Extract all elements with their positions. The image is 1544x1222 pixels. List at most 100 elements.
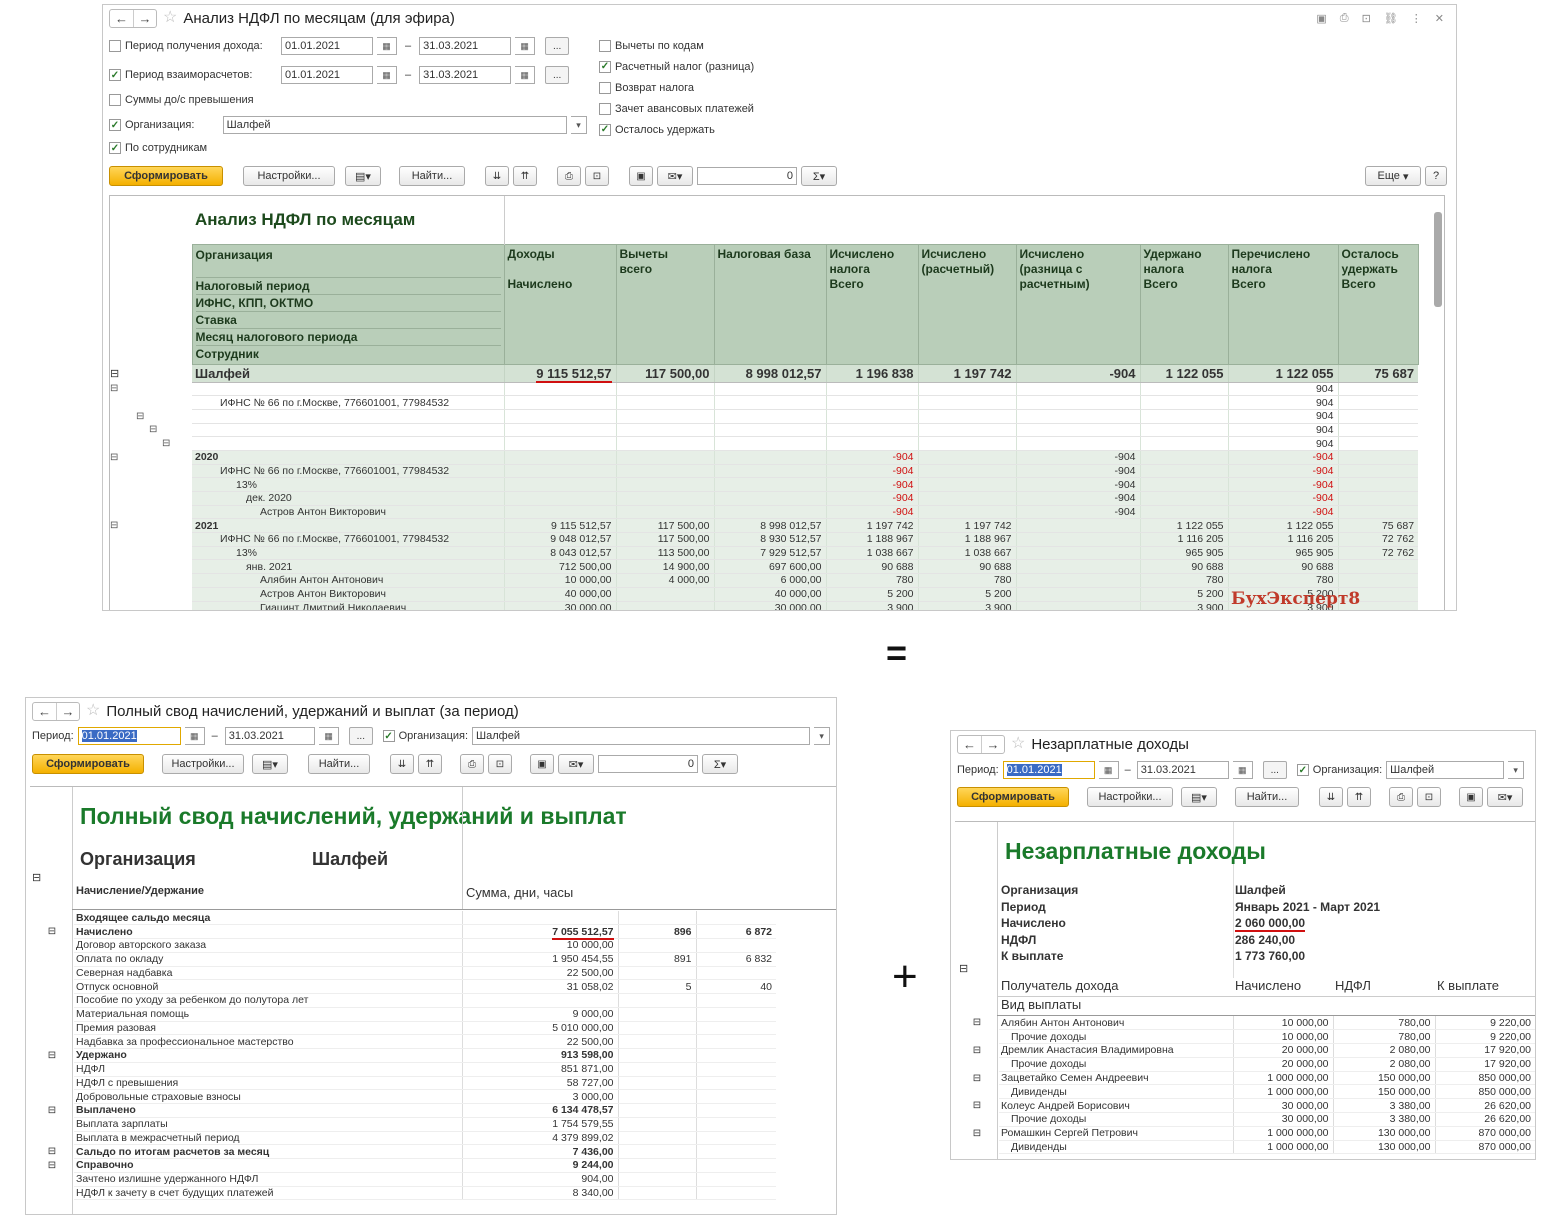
tree-icon[interactable] [110,464,192,478]
collapse-icon[interactable]: ⊟ [110,364,192,382]
report-row[interactable]: ⊟ 904 [110,382,1419,397]
income-period-checkbox[interactable] [109,40,121,52]
report-row[interactable]: Алябин Антон Антонович 10 000,00 4 000,00 6… [110,573,1419,588]
email-icon[interactable]: ✉▾ [1487,787,1523,807]
organization-checkbox[interactable]: ✓ [382,730,395,742]
tree-icon[interactable] [110,573,192,588]
table-row[interactable]: Премия разовая 5 010 000,00 [30,1021,776,1036]
tree-icon[interactable] [955,1113,999,1127]
more-icon[interactable]: ⋮ [1410,12,1422,25]
sum-icon[interactable]: Σ▾ [801,166,837,186]
email-icon[interactable]: ✉▾ [558,754,594,774]
calendar-icon[interactable]: ▦ [515,37,536,55]
table-row[interactable]: ⊟ Алябин Антон Антонович 10 000,00 780,00 9 … [955,1016,1535,1031]
tree-icon[interactable]: ⊟ [110,518,192,533]
print-icon[interactable]: ⎙ [557,166,581,186]
scrollbar[interactable] [1434,212,1442,307]
settlement-period-to[interactable]: 31.03.2021 [419,66,512,84]
find-button[interactable]: Найти... [1235,787,1299,807]
report-row[interactable]: янв. 2021 712 500,00 14 900,00 697 600,00 90… [110,559,1419,575]
tree-icon[interactable] [955,1085,999,1099]
report-row[interactable]: Астров Антон Викторович 40 000,00 40 000,0… [110,587,1419,602]
sum-icon[interactable]: Σ▾ [702,754,738,774]
back-icon[interactable]: ← [38,703,51,719]
calendar-icon[interactable]: ▦ [515,66,536,84]
period-select-button[interactable]: ... [545,66,570,84]
report-row[interactable]: Гиацинт Дмитрий Николаевич 30 000,00 30 00… [110,601,1419,610]
generate-button[interactable]: Сформировать [32,754,144,774]
tree-icon[interactable] [110,587,192,601]
report-row[interactable]: дек. 2020 -904 -904 -904 [110,491,1419,506]
table-row[interactable]: Надбавка за профессиональное мастерство 2… [30,1034,776,1049]
preview-icon[interactable]: ⊡ [1417,787,1441,807]
table-row[interactable]: Северная надбавка 22 500,00 [30,966,776,981]
report-row[interactable]: ИФНС № 66 по г.Москве, 776601001, 779845… [110,395,1419,410]
tree-icon[interactable]: ⊟ [110,423,192,437]
expand-all-icon[interactable]: ⇊ [1319,787,1343,807]
table-row[interactable]: НДФЛ с превышения 58 727,00 [30,1076,776,1091]
table-row[interactable]: ⊟ Колеус Андрей Борисович 30 000,00 3 380,0… [955,1098,1535,1114]
tree-icon[interactable]: ⊟ [110,382,192,396]
tree-icon[interactable] [110,505,192,519]
table-row[interactable]: Зачтено излишне удержанного НДФЛ 904,00 [30,1172,776,1187]
back-icon[interactable]: ← [115,10,128,26]
calendar-icon[interactable]: ▦ [319,727,339,745]
tree-icon[interactable]: ⊟ [47,1049,57,1061]
organization-field[interactable]: Шалфей [1386,761,1505,779]
save-icon[interactable]: ▣ [1459,787,1483,807]
save-icon[interactable]: ▣ [629,166,653,186]
dropdown-icon[interactable]: ▾ [1508,761,1525,779]
variants-icon[interactable]: ▤▾ [345,166,381,186]
table-row[interactable]: ⊟ Зацветайко Семен Андреевич 1 000 000,00 1… [955,1071,1535,1086]
tree-icon[interactable]: ⊟ [972,1127,982,1139]
table-row[interactable]: Договор авторского заказа 10 000,00 [30,938,776,953]
report-row[interactable]: ИФНС № 66 по г.Москве, 776601001, 779845… [110,532,1419,547]
email-icon[interactable]: ✉▾ [657,166,693,186]
period-from[interactable]: 01.01.2021 [1002,761,1095,779]
tree-icon[interactable] [30,1062,74,1076]
tree-icon[interactable] [955,1030,999,1044]
table-row[interactable]: Прочие доходы 30 000,00 3 380,00 26 620,00 [955,1112,1535,1127]
help-button[interactable]: ? [1425,166,1447,186]
tree-icon[interactable]: ⊟ [47,1104,57,1116]
table-row[interactable]: ⊟ Начислено 7 055 512,57 896 6 872 [30,924,776,940]
left-to-withhold-checkbox[interactable]: ✓ [599,123,611,136]
tree-icon[interactable] [110,491,192,506]
income-period-to[interactable]: 31.03.2021 [419,37,512,55]
dropdown-icon[interactable]: ▾ [571,116,587,134]
table-row[interactable]: ⊟ Справочно 9 244,00 [30,1158,776,1173]
tree-icon[interactable] [30,1021,74,1035]
tree-icon[interactable] [30,1117,74,1131]
tree-icon[interactable] [110,546,192,560]
organization-field[interactable]: Шалфей [222,116,568,134]
table-row[interactable]: Добровольные страховые взносы 3 000,00 [30,1089,776,1104]
more-button[interactable]: Еще ▾ [1365,166,1421,186]
excess-sums-checkbox[interactable] [109,94,121,106]
report-row[interactable]: ⊟ 904 [110,423,1419,438]
table-row[interactable]: Материальная помощь 9 000,00 [30,1007,776,1022]
favorite-star-icon[interactable]: ☆ [163,9,178,26]
table-row[interactable]: НДФЛ 851 871,00 [30,1062,776,1077]
calc-tax-diff-checkbox[interactable]: ✓ [599,60,611,73]
table-row[interactable]: Прочие доходы 10 000,00 780,00 9 220,00 [955,1029,1535,1045]
print-icon[interactable]: ⎙ [460,754,484,774]
link-icon[interactable]: ⛓ [1383,12,1398,25]
period-select-button[interactable]: ... [349,727,373,745]
calendar-icon[interactable]: ▦ [377,66,397,84]
settlement-period-checkbox[interactable]: ✓ [109,69,121,81]
tree-icon[interactable]: ⊟ [972,1072,982,1084]
report-row[interactable]: 13% 8 043 012,57 113 500,00 7 929 512,57 1 0… [110,546,1419,561]
tree-icon[interactable]: ⊟ [47,1159,57,1171]
tree-icon[interactable]: ⊟ [972,1044,982,1056]
forward-icon[interactable]: → [133,9,156,27]
save-icon[interactable]: ▣ [530,754,554,774]
tree-icon[interactable] [30,1090,74,1104]
tax-refund-checkbox[interactable] [599,81,611,94]
preview-icon[interactable]: ⊡ [585,166,609,186]
organization-checkbox[interactable]: ✓ [1296,764,1309,776]
generate-button[interactable]: Сформировать [957,787,1069,807]
table-row[interactable]: Дивиденды 1 000 000,00 130 000,00 870 000,0… [955,1140,1535,1155]
tree-icon[interactable]: ⊟ [110,436,192,451]
dropdown-icon[interactable]: ▾ [814,727,831,745]
find-button[interactable]: Найти... [308,754,370,774]
